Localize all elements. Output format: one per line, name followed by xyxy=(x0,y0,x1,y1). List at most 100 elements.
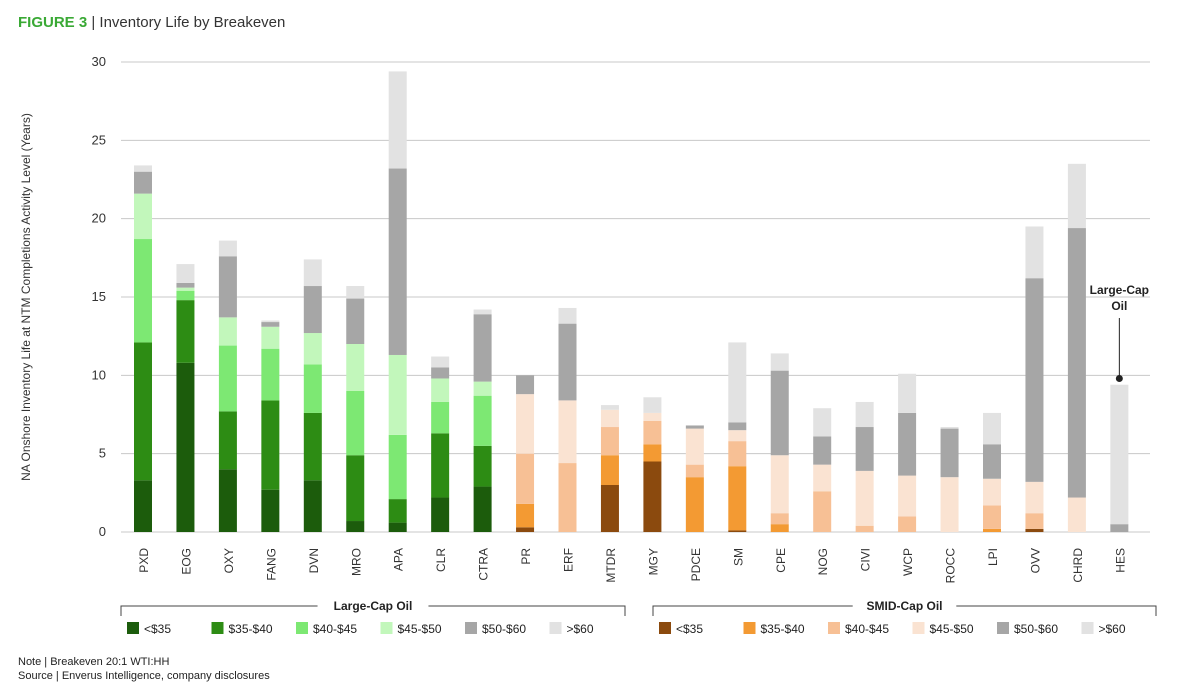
bar-clr-40-45 xyxy=(431,401,450,434)
bar-fang-60 xyxy=(261,320,280,323)
legend-label-smid-cap-oil-50-60: $50-$60 xyxy=(1014,622,1058,636)
bracket-right-smid-cap-oil xyxy=(956,605,1157,616)
bar-eog-35 xyxy=(176,362,195,532)
bar-mro-50-60 xyxy=(346,298,365,344)
y-tick-20: 20 xyxy=(92,211,106,226)
bar-stack-oxy xyxy=(218,240,237,532)
bar-stack-cpe xyxy=(770,353,789,532)
bar-dvn-60 xyxy=(303,259,322,287)
bar-ovv-50-60 xyxy=(1025,278,1044,482)
bar-hes-60 xyxy=(1110,384,1129,525)
x-tick-lpi: LPI xyxy=(986,548,1000,566)
y-tick-10: 10 xyxy=(92,367,106,382)
bar-eog-45-50 xyxy=(176,287,195,291)
figure-label: FIGURE 3 xyxy=(18,14,88,31)
bar-eog-60 xyxy=(176,264,195,283)
bar-apa-45-50 xyxy=(388,354,407,435)
bar-apa-35 xyxy=(388,522,407,532)
legend-label-large-cap-oil-45-50: $45-$50 xyxy=(398,622,442,636)
bar-ctra-60 xyxy=(473,309,492,315)
bar-stack-apa xyxy=(388,71,407,532)
bar-wcp-40-45 xyxy=(898,516,917,532)
bar-mtdr-45-50 xyxy=(600,409,619,428)
bars xyxy=(134,71,1129,532)
bar-stack-ovv xyxy=(1025,226,1044,532)
x-tick-mro: MRO xyxy=(349,548,363,576)
bar-apa-50-60 xyxy=(388,168,407,355)
source-text: Source | Enverus Intelligence, company d… xyxy=(18,670,270,682)
bar-sm-35 xyxy=(728,530,747,532)
bar-nog-60 xyxy=(813,408,832,437)
y-tick-0: 0 xyxy=(99,524,106,539)
annotation-label-line2: Oil xyxy=(1111,299,1127,313)
bar-stack-sm xyxy=(728,342,747,532)
legend-label-large-cap-oil-50-60: $50-$60 xyxy=(482,622,526,636)
bar-pxd-35 xyxy=(134,480,152,532)
bar-ovv-35 xyxy=(1025,528,1044,532)
bar-stack-nog xyxy=(813,408,832,532)
bar-sm-50-60 xyxy=(728,422,747,431)
y-axis-label: NA Onshore Inventory Life at NTM Complet… xyxy=(19,113,33,481)
x-tick-wcp: WCP xyxy=(901,548,915,576)
group-label-large-cap-oil: Large-Cap Oil xyxy=(334,599,413,613)
x-tick-sm: SM xyxy=(731,548,745,566)
bar-hes-50-60 xyxy=(1110,524,1129,532)
bar-stack-hes xyxy=(1110,384,1129,532)
bar-mtdr-60 xyxy=(600,405,619,410)
bar-stack-civi xyxy=(855,401,874,532)
figure-title-text: Inventory Life by Breakeven xyxy=(99,14,286,31)
bar-apa-35-40 xyxy=(388,499,407,523)
bar-ovv-60 xyxy=(1025,226,1044,279)
bar-mgy-45-50 xyxy=(643,412,662,421)
annotation: Large-Cap Oil xyxy=(1090,283,1149,382)
x-tick-nog: NOG xyxy=(816,548,830,575)
y-tick-30: 30 xyxy=(92,54,106,69)
x-tick-cpe: CPE xyxy=(774,548,788,573)
bar-oxy-60 xyxy=(218,240,237,257)
bar-eog-35-40 xyxy=(176,300,195,363)
bar-rocc-60 xyxy=(940,427,959,429)
bar-erf-45-50 xyxy=(558,400,577,464)
bar-wcp-60 xyxy=(898,373,917,413)
bar-stack-rocc xyxy=(940,427,959,532)
bar-civi-60 xyxy=(855,401,874,428)
bar-mgy-60 xyxy=(643,397,662,413)
bar-nog-40-45 xyxy=(813,491,832,532)
bar-stack-mgy xyxy=(643,397,662,532)
bar-clr-50-60 xyxy=(431,367,450,379)
legend: <$35 $35-$40 $40-$45 $45-$50 $50-$60 >$60 <$35… xyxy=(127,622,1126,636)
bar-lpi-40-45 xyxy=(983,505,1001,529)
bar-lpi-45-50 xyxy=(983,478,1001,506)
bar-pr-45-50 xyxy=(516,394,535,454)
x-tick-hes: HES xyxy=(1113,548,1127,573)
bar-stack-erf xyxy=(558,307,577,532)
x-tick-chrd: CHRD xyxy=(1071,548,1085,583)
bar-fang-35-40 xyxy=(261,400,280,490)
bar-stack-pdce xyxy=(685,425,704,532)
bar-fang-40-45 xyxy=(261,348,280,401)
bar-mro-35 xyxy=(346,521,365,532)
bar-dvn-50-60 xyxy=(303,286,322,334)
bar-stack-chrd xyxy=(1067,163,1086,532)
x-tick-pxd: PXD xyxy=(137,548,151,573)
bar-sm-40-45 xyxy=(728,441,747,467)
bar-fang-35 xyxy=(261,489,280,532)
legend-swatch-smid-cap-oil-50-60 xyxy=(997,622,1009,634)
bar-cpe-60 xyxy=(770,353,789,371)
x-tick-pdce: PDCE xyxy=(689,548,703,581)
legend-label-smid-cap-oil-45-50: $45-$50 xyxy=(930,622,974,636)
bar-pdce-50-60 xyxy=(685,425,704,429)
bar-mro-35-40 xyxy=(346,455,365,522)
bar-pdce-35-40 xyxy=(685,477,704,532)
y-tick-25: 25 xyxy=(92,132,106,147)
bar-mgy-35 xyxy=(643,461,662,532)
bar-pr-35-40 xyxy=(516,503,535,528)
legend-swatch-smid-cap-oil-35 xyxy=(659,622,671,634)
bar-nog-50-60 xyxy=(813,436,832,465)
bar-mgy-35-40 xyxy=(643,444,662,462)
bar-mro-60 xyxy=(346,286,365,299)
bar-ctra-40-45 xyxy=(473,395,492,446)
group-label-smid-cap-oil: SMID-Cap Oil xyxy=(866,599,942,613)
bar-cpe-50-60 xyxy=(770,370,789,456)
legend-swatch-smid-cap-oil-40-45 xyxy=(828,622,840,634)
